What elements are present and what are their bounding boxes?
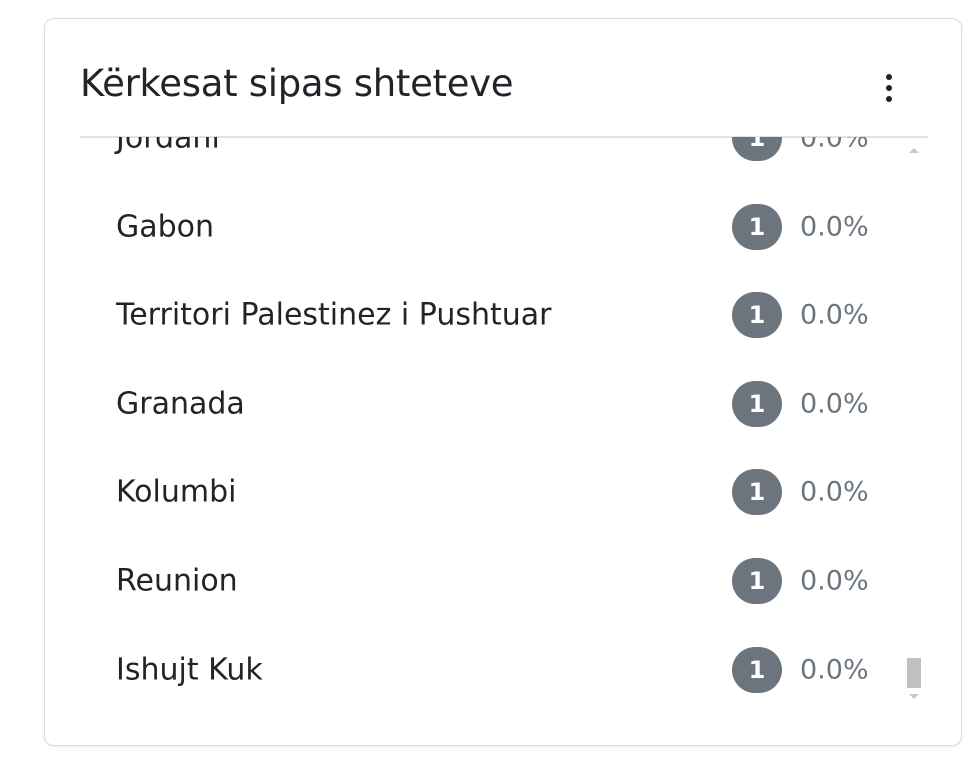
scroll-down[interactable] — [909, 694, 919, 699]
list-row[interactable]: Kolumbi 1 0.0% — [80, 462, 900, 522]
list-row[interactable]: Ishujt Kuk 1 0.0% — [80, 640, 900, 700]
country-name: Kolumbi — [116, 474, 237, 510]
card — [44, 18, 962, 746]
list-row[interactable]: Jordani 1 0.0% — [80, 137, 900, 168]
count-badge: 1 — [732, 469, 782, 516]
country-name: Reunion — [116, 563, 238, 599]
country-name: Gabon — [116, 209, 215, 245]
menu-button[interactable] — [884, 74, 894, 106]
percent: 0.0% — [800, 211, 869, 243]
count-badge: 1 — [732, 558, 782, 604]
count-badge: 1 — [732, 292, 782, 339]
percent: 0.0% — [800, 654, 869, 686]
list-row[interactable]: Gabon 1 0.0% — [80, 197, 900, 257]
percent: 0.0% — [800, 299, 869, 331]
count-badge: 1 — [732, 203, 782, 250]
country-list: Jordani 1 0.0% Gabon 1 0.0% Territori Palestin… — [80, 137, 928, 715]
percent: 0.0% — [800, 388, 869, 420]
percent: 0.0% — [800, 565, 869, 597]
count-badge: 1 — [732, 380, 782, 427]
country-name: Ishujt Kuk — [116, 652, 263, 688]
separator — [80, 136, 928, 138]
scroll-thumb[interactable] — [907, 658, 921, 688]
percent: 0.0% — [800, 476, 869, 508]
scroll-up[interactable] — [909, 148, 919, 153]
country-name: Jordani — [116, 137, 220, 156]
count-badge: 1 — [732, 137, 782, 161]
count-badge: 1 — [732, 646, 782, 693]
country-name: Territori Palestinez i Pushtuar — [116, 297, 552, 333]
card-title: Kërkesat sipas shteteve — [80, 62, 514, 105]
percent: 0.0% — [800, 137, 869, 154]
list-row[interactable]: Territori Palestinez i Pushtuar 1 0.0% — [80, 285, 900, 345]
list-row[interactable]: Reunion 1 0.0% — [80, 551, 900, 611]
list-row[interactable]: Granada 1 0.0% — [80, 374, 900, 434]
country-name: Granada — [116, 386, 245, 422]
